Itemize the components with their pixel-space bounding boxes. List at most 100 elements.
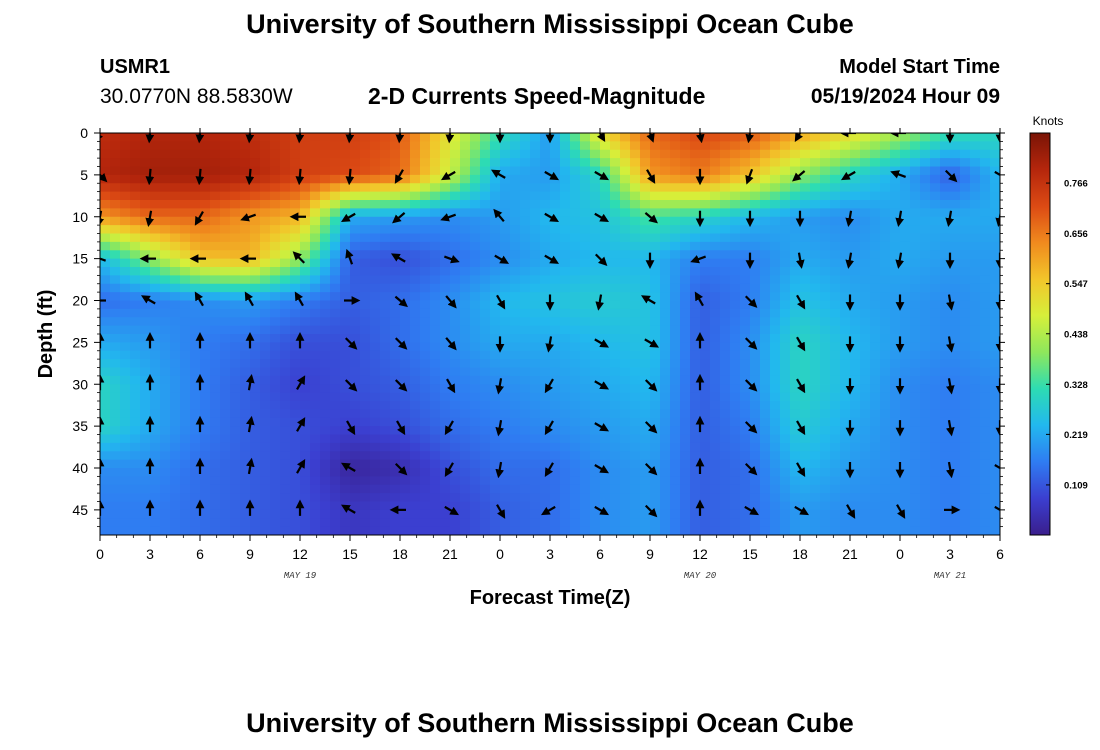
heatmap-cell	[630, 258, 641, 268]
heatmap-cell	[160, 283, 171, 293]
heatmap-cell	[840, 501, 851, 511]
heatmap-cell	[910, 484, 921, 494]
heatmap-cell	[720, 308, 731, 318]
heatmap-cell	[470, 476, 481, 486]
heatmap-cell	[400, 225, 411, 235]
heatmap-cell	[830, 133, 841, 142]
heatmap-cell	[600, 367, 611, 377]
heatmap-cell	[400, 484, 411, 494]
heatmap-cell	[160, 317, 171, 327]
heatmap-cell	[850, 267, 861, 276]
heatmap-cell	[910, 233, 921, 243]
heatmap-cell	[940, 426, 951, 436]
heatmap-cell	[450, 275, 461, 285]
heatmap-cell	[230, 417, 241, 427]
heatmap-cell	[310, 191, 321, 201]
heatmap-cell	[800, 225, 811, 235]
heatmap-cell	[330, 216, 341, 226]
heatmap-cell	[490, 392, 501, 402]
heatmap-cell	[830, 308, 841, 318]
heatmap-cell	[480, 375, 491, 385]
heatmap-cell	[590, 141, 601, 151]
heatmap-cell	[130, 275, 141, 285]
heatmap-cell	[560, 342, 571, 352]
heatmap-cell	[160, 518, 171, 528]
heatmap-cell	[190, 384, 201, 394]
heatmap-cell	[820, 174, 831, 184]
heatmap-cell	[470, 392, 481, 402]
heatmap-cell	[760, 384, 771, 394]
heatmap-cell	[110, 158, 121, 168]
heatmap-cell	[410, 258, 421, 268]
heatmap-cell	[740, 233, 751, 243]
heatmap-cell	[790, 191, 801, 201]
heatmap-cell	[260, 434, 271, 444]
heatmap-cell	[970, 208, 981, 218]
heatmap-cell	[170, 283, 181, 293]
heatmap-cell	[920, 191, 931, 201]
heatmap-cell	[470, 367, 481, 377]
heatmap-cell	[590, 267, 601, 276]
current-arrow	[195, 168, 205, 186]
heatmap-cell	[180, 484, 191, 494]
heatmap-cell	[330, 417, 341, 427]
heatmap-cell	[570, 225, 581, 235]
heatmap-cell	[710, 174, 721, 184]
heatmap-cell	[880, 526, 891, 535]
heatmap-cell	[820, 191, 831, 201]
heatmap-cell	[770, 334, 781, 343]
speed-heatmap	[100, 133, 1000, 535]
heatmap-cell	[630, 501, 641, 511]
heatmap-cell	[150, 375, 161, 385]
heatmap-cell	[940, 375, 951, 385]
heatmap-cell	[540, 267, 551, 276]
heatmap-cell	[710, 141, 721, 151]
heatmap-cell	[710, 501, 721, 511]
heatmap-cell	[200, 426, 211, 436]
heatmap-cell	[580, 342, 591, 352]
heatmap-cell	[230, 267, 241, 276]
heatmap-cell	[100, 216, 111, 226]
heatmap-cell	[730, 233, 741, 243]
heatmap-cell	[130, 342, 141, 352]
heatmap-cell	[960, 526, 971, 535]
heatmap-cell	[660, 258, 671, 268]
heatmap-cell	[140, 426, 151, 436]
heatmap-cell	[940, 158, 951, 168]
heatmap-cell	[680, 225, 691, 235]
heatmap-cell	[810, 141, 821, 151]
heatmap-cell	[340, 484, 351, 494]
heatmap-cell	[320, 468, 331, 477]
heatmap-cell	[280, 258, 291, 268]
heatmap-cell	[810, 183, 821, 193]
heatmap-cell	[950, 434, 961, 444]
heatmap-cell	[340, 174, 351, 184]
heatmap-cell	[750, 359, 761, 369]
heatmap-cell	[880, 325, 891, 335]
heatmap-cell	[730, 158, 741, 168]
heatmap-cell	[140, 149, 151, 159]
heatmap-cell	[940, 401, 951, 410]
heatmap-cell	[180, 166, 191, 176]
heatmap-cell	[770, 476, 781, 486]
heatmap-cell	[250, 149, 261, 159]
heatmap-cell	[860, 258, 871, 268]
heatmap-cell	[230, 141, 241, 151]
heatmap-cell	[850, 501, 861, 511]
heatmap-cell	[670, 501, 681, 511]
heatmap-cell	[990, 225, 1000, 235]
heatmap-cell	[640, 434, 651, 444]
heatmap-cell	[540, 141, 551, 151]
heatmap-cell	[670, 174, 681, 184]
heatmap-cell	[530, 225, 541, 235]
heatmap-cell	[250, 216, 261, 226]
heatmap-cell	[160, 225, 171, 235]
heatmap-cell	[630, 409, 641, 419]
heatmap-cell	[560, 518, 571, 528]
heatmap-cell	[380, 426, 391, 436]
date-label: MAY 20	[684, 571, 717, 581]
heatmap-cell	[320, 241, 331, 251]
heatmap-cell	[870, 149, 881, 159]
heatmap-cell	[580, 300, 591, 310]
heatmap-cell	[990, 308, 1000, 318]
